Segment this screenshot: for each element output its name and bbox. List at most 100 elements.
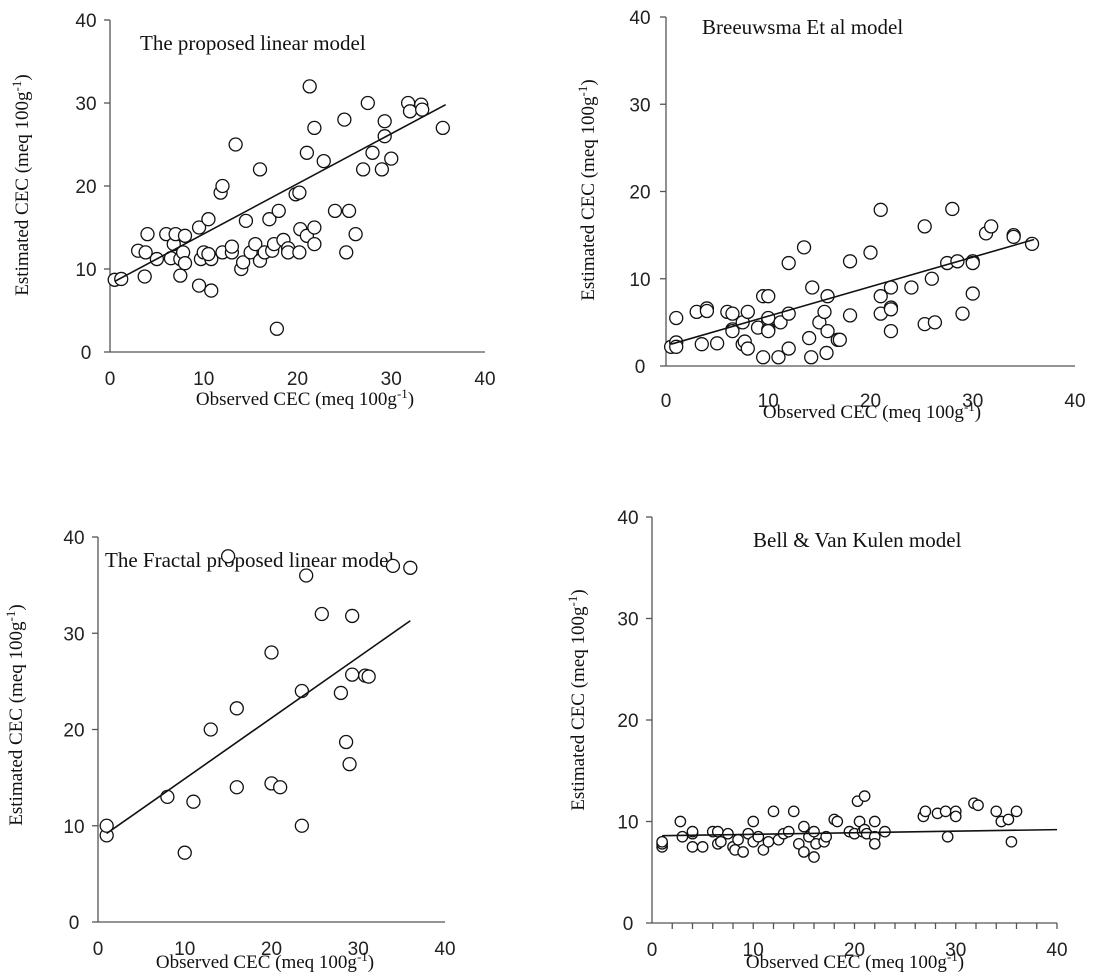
data-point bbox=[403, 560, 418, 575]
data-point bbox=[696, 841, 709, 853]
y-tick-label: 40 bbox=[629, 8, 650, 29]
x-tick-label: 0 bbox=[93, 939, 104, 960]
data-point bbox=[235, 255, 251, 270]
data-point bbox=[339, 245, 354, 260]
y-tick-label: 20 bbox=[63, 721, 84, 742]
data-point bbox=[173, 268, 188, 283]
data-point bbox=[927, 315, 943, 330]
data-point bbox=[302, 79, 317, 94]
data-point bbox=[842, 308, 858, 323]
trend-line bbox=[670, 238, 1035, 345]
data-point bbox=[114, 271, 129, 287]
data-point bbox=[740, 341, 755, 356]
trend-line bbox=[662, 828, 1058, 837]
x-tick-label: 10 bbox=[743, 940, 764, 961]
data-point bbox=[201, 212, 216, 227]
data-point bbox=[990, 805, 1003, 818]
x-tick-label: 40 bbox=[1046, 940, 1067, 961]
data-point bbox=[177, 256, 193, 271]
x-tick-label: 20 bbox=[844, 940, 865, 961]
data-point bbox=[949, 810, 962, 823]
x-tick-label: 20 bbox=[860, 391, 881, 412]
data-point bbox=[676, 830, 689, 843]
x-tick-label: 10 bbox=[758, 391, 779, 412]
data-point bbox=[215, 178, 230, 194]
data-point bbox=[798, 820, 810, 833]
y-axis-label: Estimated CEC (meq 100g-1) bbox=[9, 74, 34, 295]
data-point bbox=[725, 306, 740, 321]
data-point bbox=[955, 306, 970, 321]
data-point bbox=[709, 336, 725, 351]
data-point bbox=[201, 246, 216, 262]
data-point bbox=[377, 129, 392, 144]
data-point bbox=[863, 245, 878, 260]
data-point bbox=[262, 212, 277, 227]
data-point bbox=[873, 202, 888, 217]
chart-panel-breeuwsma: 0 10 20 30 40 0 10 20 30 40 Breeuwsma Et al model O… bbox=[575, 8, 1086, 423]
data-point bbox=[883, 280, 899, 295]
data-point bbox=[831, 815, 844, 828]
y-tick-label: 10 bbox=[629, 270, 650, 291]
data-point bbox=[314, 606, 329, 622]
data-point bbox=[868, 815, 881, 828]
y-tick-label: 30 bbox=[75, 94, 96, 115]
x-tick-label: 0 bbox=[105, 369, 116, 390]
data-point bbox=[220, 549, 236, 564]
x-tick-label: 20 bbox=[261, 939, 282, 960]
data-point bbox=[177, 845, 192, 860]
data-point bbox=[858, 790, 871, 802]
data-point bbox=[252, 162, 268, 177]
chart-panel-fractal: 0 10 20 30 40 0 10 20 30 40 The Fractal proposed l… bbox=[3, 528, 456, 973]
data-point bbox=[229, 780, 244, 795]
y-tick-label: 30 bbox=[617, 610, 638, 631]
data-point bbox=[820, 323, 835, 339]
data-point bbox=[1006, 229, 1021, 245]
data-point bbox=[808, 825, 820, 838]
data-point bbox=[203, 722, 218, 737]
data-point bbox=[722, 827, 734, 840]
data-point bbox=[345, 608, 360, 624]
data-point bbox=[817, 304, 832, 320]
x-tick-label: 0 bbox=[647, 940, 658, 961]
trend-line bbox=[114, 103, 447, 283]
y-tick-label: 0 bbox=[81, 343, 92, 364]
data-point bbox=[941, 830, 954, 843]
data-point bbox=[699, 303, 715, 319]
data-point bbox=[229, 701, 244, 716]
data-point bbox=[160, 789, 175, 805]
data-point bbox=[732, 833, 744, 846]
data-point bbox=[316, 153, 331, 169]
data-point bbox=[984, 219, 999, 234]
x-tick-label: 0 bbox=[661, 391, 672, 412]
x-tick-label: 40 bbox=[434, 939, 455, 960]
chart-panel-proposed-linear: 0 10 20 30 40 0 10 20 30 40 The proposed linear mo… bbox=[9, 11, 496, 410]
data-point bbox=[374, 162, 390, 177]
data-point bbox=[191, 278, 207, 293]
data-point bbox=[338, 734, 354, 750]
y-tick-label: 20 bbox=[617, 711, 638, 732]
data-point bbox=[782, 825, 795, 838]
x-tick-label: 40 bbox=[1064, 391, 1085, 412]
data-point bbox=[294, 818, 310, 833]
data-point bbox=[808, 851, 820, 863]
y-tick-label: 20 bbox=[629, 183, 650, 204]
chart-panel-bell-van-kulen: 0 10 20 30 40 0 10 20 30 40 Bell & Van Kulen model… bbox=[565, 508, 1068, 973]
data-point bbox=[299, 145, 315, 160]
data-point bbox=[694, 337, 709, 352]
data-point bbox=[945, 201, 960, 217]
data-point bbox=[804, 350, 819, 365]
y-tick-label: 30 bbox=[629, 95, 650, 116]
data-point bbox=[752, 830, 765, 843]
data-point bbox=[299, 568, 314, 583]
data-point bbox=[796, 240, 812, 255]
data-point bbox=[292, 245, 307, 260]
data-point bbox=[307, 220, 322, 235]
trend-line bbox=[106, 620, 411, 835]
data-point bbox=[939, 805, 952, 818]
y-tick-label: 10 bbox=[63, 817, 84, 838]
data-point bbox=[747, 815, 760, 828]
data-point bbox=[435, 120, 450, 136]
data-point bbox=[781, 255, 796, 271]
data-point bbox=[773, 315, 788, 330]
